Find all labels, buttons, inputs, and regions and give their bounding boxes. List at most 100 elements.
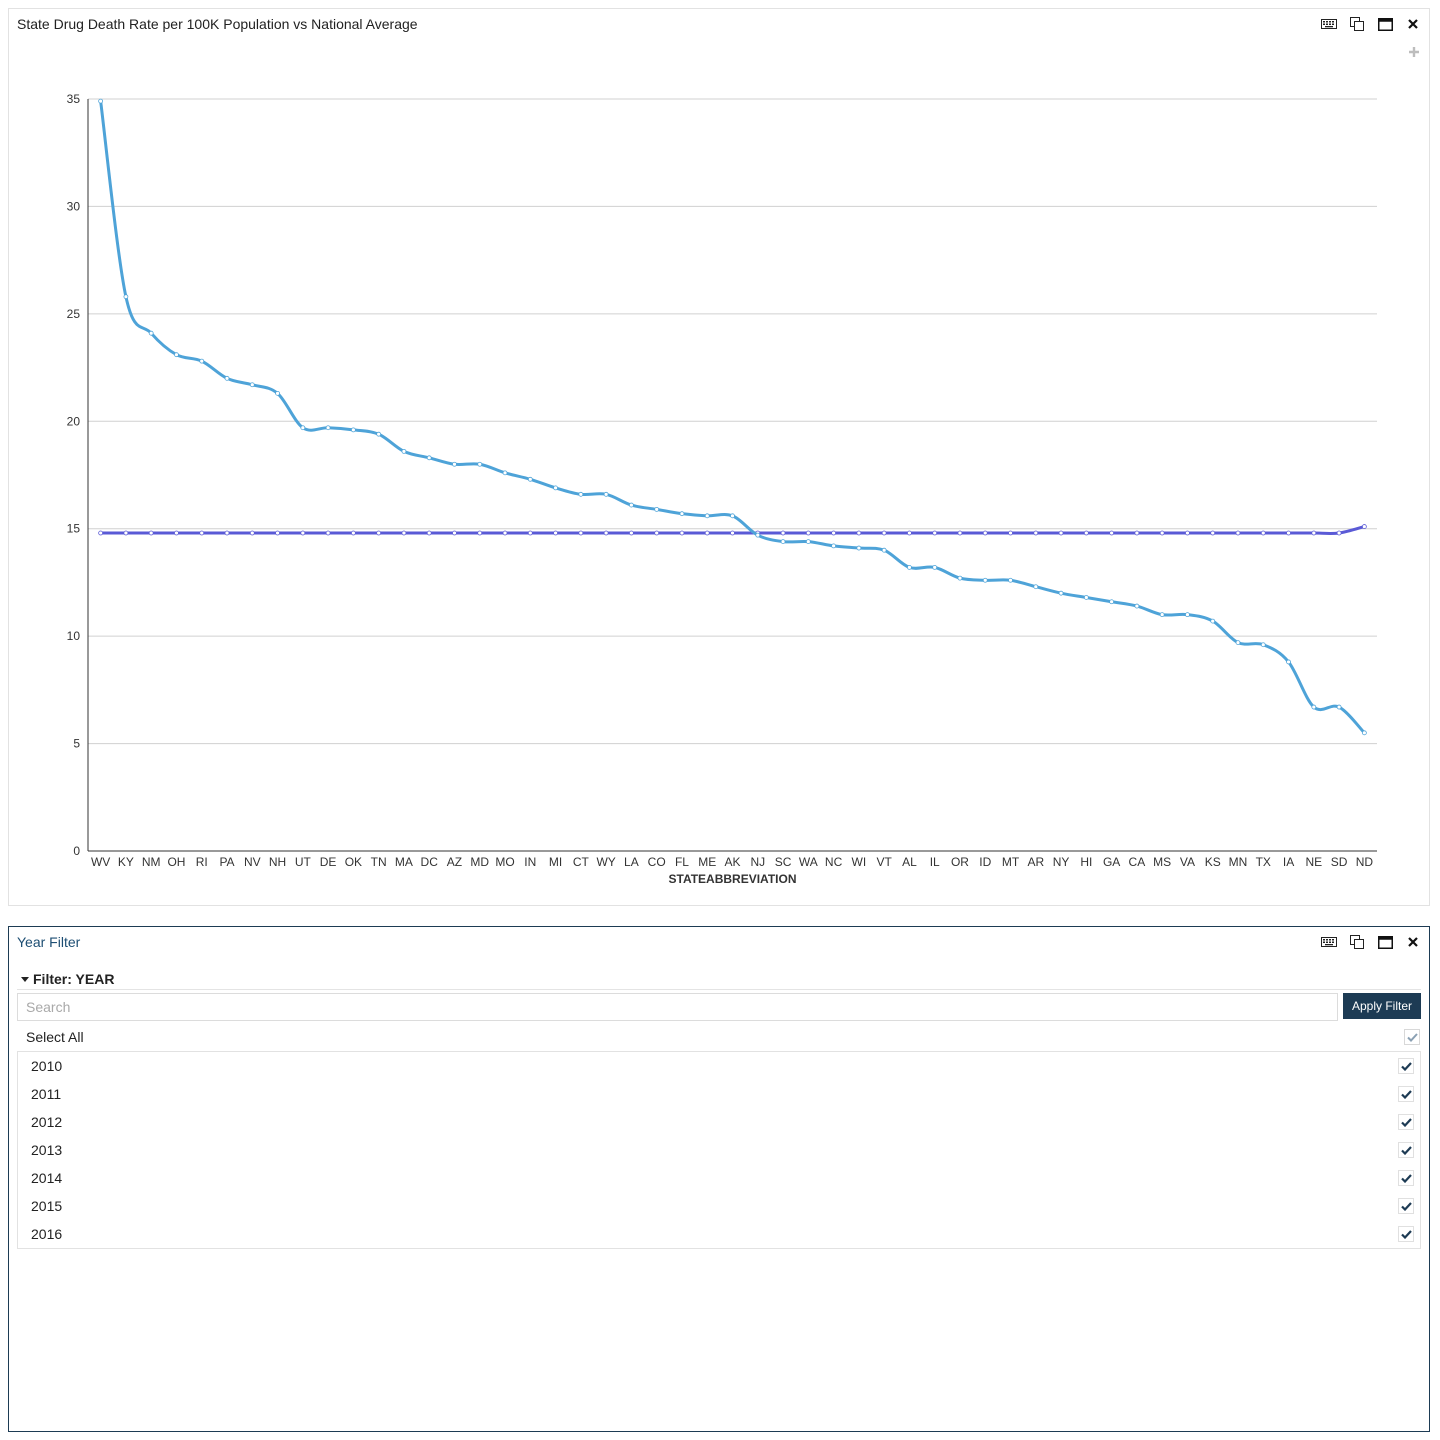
data-point [932, 530, 938, 536]
data-point [199, 358, 205, 364]
data-point [249, 530, 255, 536]
x-tick-label: NJ [750, 855, 765, 869]
data-point [249, 382, 255, 388]
data-point [1361, 730, 1367, 736]
search-input[interactable] [17, 993, 1338, 1021]
data-point [603, 491, 609, 497]
maximize-icon[interactable] [1375, 14, 1395, 34]
data-point [1185, 530, 1190, 536]
x-tick-label: MO [495, 855, 514, 869]
list-item[interactable]: 2014 [18, 1164, 1420, 1192]
x-tick-label: RI [196, 855, 208, 869]
x-tick-label: ND [1356, 855, 1374, 869]
data-point [1008, 530, 1013, 536]
data-point [629, 502, 634, 508]
checkmark-icon [1400, 1145, 1412, 1155]
year-filter-panel: Year Filter Filter: YEAR Apply Filter Se… [8, 926, 1430, 1432]
x-tick-label: MS [1153, 855, 1171, 869]
select-all-checkbox[interactable] [1404, 1029, 1420, 1045]
x-tick-label: AK [724, 855, 740, 869]
data-point [477, 530, 483, 536]
data-point [780, 530, 786, 536]
year-list: 2010 2011 2012 2013 2014 2015 2016 [17, 1051, 1421, 1249]
data-point [350, 530, 356, 536]
x-tick-label: UT [295, 855, 312, 869]
data-point [1033, 584, 1039, 590]
year-label: 2014 [31, 1170, 63, 1186]
year-checkbox[interactable] [1398, 1114, 1414, 1130]
x-tick-label: CT [573, 855, 590, 869]
close-icon[interactable] [1403, 932, 1423, 952]
close-icon[interactable] [1403, 14, 1423, 34]
duplicate-icon[interactable] [1347, 14, 1367, 34]
list-item[interactable]: 2010 [18, 1052, 1420, 1080]
year-checkbox[interactable] [1398, 1086, 1414, 1102]
data-point [1235, 530, 1241, 536]
x-tick-label: WV [91, 855, 110, 869]
data-point [1159, 530, 1165, 536]
data-point [755, 532, 761, 538]
data-point [148, 530, 154, 536]
checkmark-icon [1400, 1089, 1412, 1099]
keyboard-icon[interactable] [1319, 932, 1339, 952]
data-point [907, 564, 912, 570]
data-point [704, 513, 710, 519]
x-tick-label: WA [799, 855, 818, 869]
duplicate-icon[interactable] [1347, 932, 1367, 952]
data-point [1109, 599, 1115, 605]
y-tick-label: 35 [67, 92, 81, 106]
list-item[interactable]: 2012 [18, 1108, 1420, 1136]
x-tick-label: ME [698, 855, 716, 869]
list-item[interactable]: 2016 [18, 1220, 1420, 1248]
data-point [907, 530, 912, 536]
x-tick-label: NE [1305, 855, 1322, 869]
data-point [1210, 530, 1216, 536]
select-all-row[interactable]: Select All [17, 1027, 1421, 1047]
data-point [831, 543, 836, 549]
list-item[interactable]: 2013 [18, 1136, 1420, 1164]
filter-panel-toolbar [1319, 932, 1423, 952]
year-checkbox[interactable] [1398, 1198, 1414, 1214]
x-tick-label: MN [1229, 855, 1248, 869]
keyboard-icon[interactable] [1319, 14, 1339, 34]
data-point [300, 530, 306, 536]
x-tick-label: AL [902, 855, 917, 869]
year-checkbox[interactable] [1398, 1142, 1414, 1158]
data-point [654, 530, 660, 536]
list-item[interactable]: 2011 [18, 1080, 1420, 1108]
data-point [805, 539, 811, 545]
data-point [224, 375, 230, 381]
plus-icon[interactable] [1407, 45, 1421, 59]
data-point [224, 530, 230, 536]
chart-panel-toolbar [1319, 14, 1423, 34]
x-tick-label: AR [1027, 855, 1044, 869]
list-item[interactable]: 2015 [18, 1192, 1420, 1220]
x-tick-label: IN [524, 855, 536, 869]
data-point [1235, 640, 1241, 645]
x-tick-label: MT [1002, 855, 1020, 869]
x-tick-label: OR [951, 855, 969, 869]
data-point [426, 530, 432, 536]
checkmark-icon [1400, 1201, 1412, 1211]
data-point [1134, 530, 1140, 536]
data-point [1286, 530, 1291, 536]
y-tick-label: 5 [73, 737, 80, 751]
data-point [1083, 530, 1089, 536]
year-checkbox[interactable] [1398, 1058, 1414, 1074]
x-tick-label: DC [421, 855, 439, 869]
year-checkbox[interactable] [1398, 1226, 1414, 1242]
data-point [401, 448, 407, 454]
maximize-icon[interactable] [1375, 932, 1395, 952]
data-point [629, 530, 634, 536]
x-tick-label: SC [775, 855, 792, 869]
data-point [527, 476, 533, 482]
filter-section-header[interactable]: Filter: YEAR [17, 969, 1421, 990]
data-point [553, 485, 558, 491]
data-point [350, 427, 356, 433]
data-point [1185, 612, 1190, 618]
x-tick-label: NV [244, 855, 261, 869]
filter-search-row: Apply Filter [17, 993, 1421, 1021]
year-checkbox[interactable] [1398, 1170, 1414, 1186]
apply-filter-button[interactable]: Apply Filter [1343, 993, 1421, 1019]
data-point [376, 431, 382, 437]
